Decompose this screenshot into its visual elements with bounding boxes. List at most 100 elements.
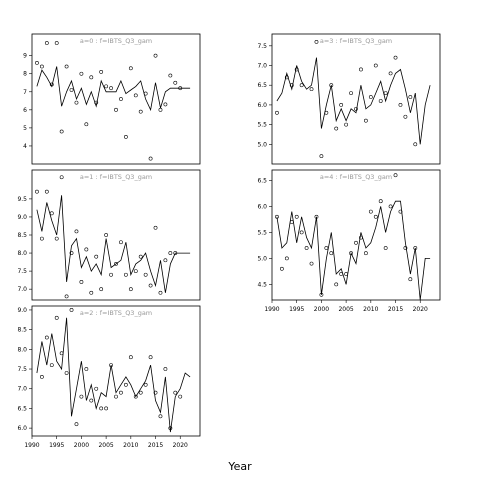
observed-point [173, 251, 178, 255]
observed-point [109, 86, 113, 91]
x-tick-label: 2015 [148, 442, 163, 449]
observed-point [304, 246, 309, 250]
observed-point [363, 251, 368, 256]
observed-point [153, 53, 158, 58]
observed-point [393, 173, 398, 178]
y-tick-label: 6.5 [257, 177, 267, 184]
observed-point [354, 106, 358, 111]
observed-point [143, 382, 148, 387]
panel-0: a=0 : f=IBTS_Q3_gam 4 5 6 7 8 9 [23, 33, 201, 165]
x-tick-label: 1990 [264, 306, 279, 313]
observed-point [114, 394, 118, 399]
y-tick-label: 9.0 [17, 214, 27, 221]
observed-point [89, 75, 94, 80]
x-tick-label: 2015 [388, 306, 403, 313]
observed-point [299, 230, 304, 235]
y-tick-label: 5.0 [257, 255, 267, 262]
observed-point [158, 414, 163, 419]
x-tick-label: 2020 [413, 306, 428, 313]
y-tick-label: 6.0 [17, 425, 27, 432]
y-tick-label: 7.0 [257, 63, 267, 70]
fitted-line [36, 195, 191, 293]
y-tick-label: 9.5 [17, 196, 27, 203]
observed-point [393, 55, 398, 60]
y-tick-label: 5 [23, 125, 27, 132]
observed-point [148, 355, 153, 360]
observed-point [99, 287, 104, 292]
observed-point [319, 154, 324, 159]
observed-point [359, 67, 363, 72]
observed-point [388, 71, 393, 76]
observed-point [413, 246, 418, 250]
observed-point [69, 88, 74, 92]
observed-point [284, 256, 289, 261]
observed-point [109, 272, 113, 277]
observed-point [74, 229, 79, 234]
observed-point [153, 390, 158, 395]
observed-point [398, 103, 403, 107]
observed-point [349, 91, 353, 95]
observed-point [138, 390, 143, 395]
observed-point [59, 129, 64, 134]
observed-point [344, 122, 349, 127]
observed-point [294, 67, 299, 72]
observed-point [119, 240, 123, 245]
panel-frame [31, 33, 201, 165]
observed-point [173, 390, 178, 395]
observed-point [309, 87, 314, 92]
observed-point [133, 93, 138, 98]
observed-point [64, 294, 69, 299]
observed-point [373, 63, 378, 68]
observed-point [104, 233, 109, 237]
observed-point [314, 39, 319, 44]
observed-point [133, 269, 138, 274]
y-tick-label: 6.0 [257, 102, 267, 109]
observed-point [114, 107, 118, 112]
x-tick-label: 2010 [363, 306, 378, 313]
observed-point [363, 118, 368, 123]
observed-point [324, 110, 329, 115]
x-tick-label: 2005 [338, 306, 353, 313]
observed-point [104, 84, 109, 89]
y-tick-label: 4.5 [257, 281, 267, 288]
panel-4: a=2 : f=IBTS_Q3_gam 6.0 6.5 7.0 7.5 8.0 8.5 9.0… [17, 305, 201, 449]
observed-point [284, 75, 289, 80]
observed-point [279, 266, 284, 271]
observed-point [35, 189, 39, 194]
observed-point [39, 236, 44, 241]
observed-point [49, 363, 54, 367]
observed-point [383, 91, 388, 95]
observed-point [119, 97, 123, 101]
observed-point [44, 41, 49, 45]
y-tick-label: 9.0 [17, 307, 27, 314]
observed-point [173, 80, 178, 85]
observed-point [114, 261, 118, 266]
observed-point [344, 272, 349, 276]
fitted-line [36, 66, 191, 112]
observed-point [128, 287, 133, 292]
observed-point [158, 290, 163, 295]
observed-point [408, 95, 413, 99]
observed-point [69, 251, 74, 255]
observed-point [119, 390, 123, 395]
observed-point [413, 142, 418, 147]
observed-point [378, 99, 383, 103]
y-tick-label: 8.5 [17, 232, 27, 239]
observed-point [69, 308, 74, 312]
observed-point [74, 422, 79, 427]
observed-point [94, 386, 99, 391]
y-tick-label: 7.0 [17, 386, 27, 393]
observed-point [388, 204, 393, 209]
observed-point [39, 64, 44, 69]
panels: a=0 : f=IBTS_Q3_gam 4 5 6 7 8 9 a=3 : f=IBTS_Q3… [17, 33, 441, 449]
observed-point [109, 363, 113, 367]
observed-point [44, 189, 49, 194]
observed-point [74, 100, 79, 105]
observed-point [99, 70, 104, 74]
observed-point [378, 199, 383, 204]
observed-point [94, 100, 99, 105]
observed-point [143, 272, 148, 277]
observed-point [163, 102, 168, 107]
x-tick-label: 2000 [74, 442, 89, 449]
observed-point [59, 351, 64, 356]
